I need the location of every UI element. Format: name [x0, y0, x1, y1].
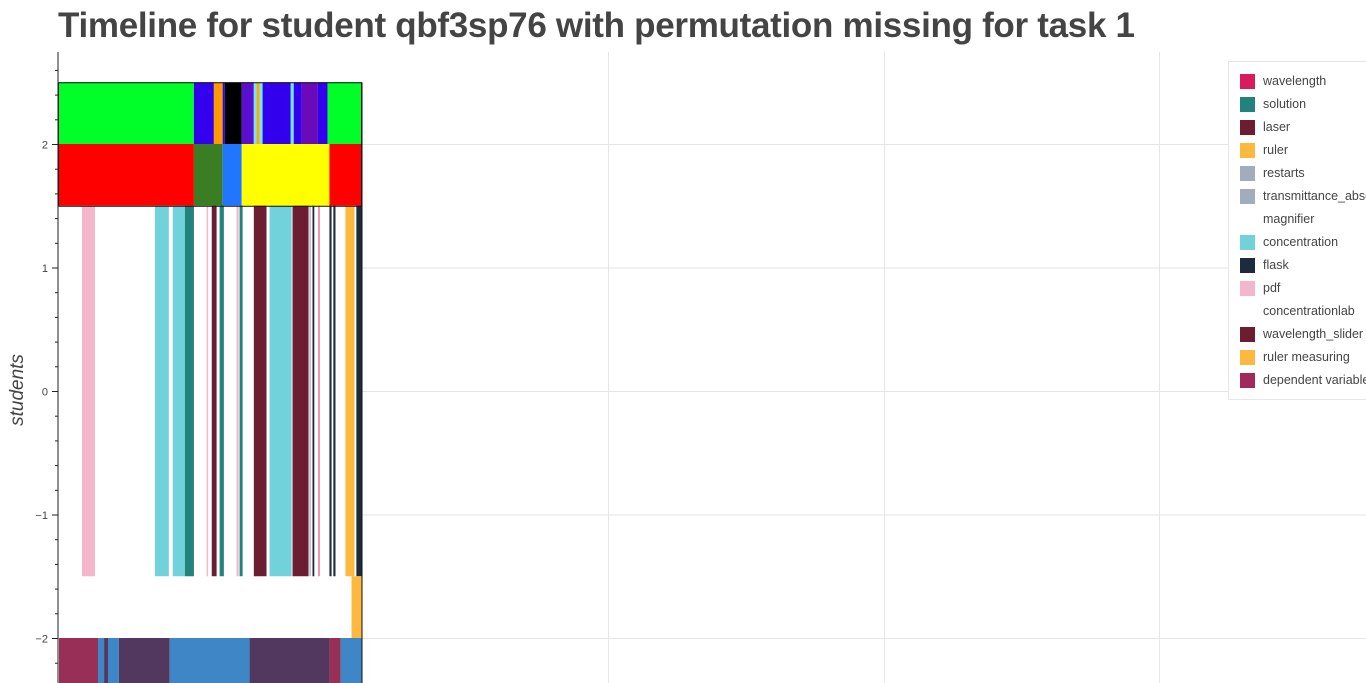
legend-swatch — [1240, 373, 1255, 388]
y-axis-title: students — [7, 354, 28, 426]
legend-label: ruler — [1263, 143, 1288, 157]
timeline-segment — [309, 205, 311, 577]
legend-label: restarts — [1263, 166, 1305, 180]
timeline-segment — [184, 205, 194, 577]
timeline-segment — [333, 205, 336, 577]
legend-swatch — [1240, 97, 1255, 112]
timeline-segment — [193, 144, 223, 206]
timeline-segment — [211, 205, 217, 577]
timeline-segment — [98, 638, 105, 683]
timeline-segment — [301, 82, 318, 144]
timeline-segment — [172, 205, 185, 577]
timeline-bars — [58, 82, 363, 683]
legend-label: dependent variable — [1263, 373, 1366, 387]
timeline-segment — [169, 638, 250, 683]
timeline-segment — [206, 205, 209, 577]
legend-swatch — [1240, 189, 1255, 204]
timeline-segment — [327, 82, 362, 144]
y-tick-label: −2 — [35, 634, 48, 646]
timeline-segment — [345, 205, 355, 577]
timeline-segment — [104, 638, 109, 683]
legend-swatch — [1240, 74, 1255, 89]
timeline-segment — [59, 638, 99, 683]
legend-label: concentration — [1263, 235, 1338, 249]
legend-swatch — [1240, 120, 1255, 135]
timeline-segment — [317, 82, 328, 144]
timeline-segment — [253, 82, 257, 144]
chart-title: Timeline for student qbf3sp76 with permu… — [58, 6, 1135, 45]
timeline-segment — [312, 205, 315, 577]
y-tick-label: 1 — [42, 263, 48, 275]
legend-box — [1228, 61, 1366, 400]
y-tick-label: −1 — [35, 510, 48, 522]
timeline-segment — [239, 205, 243, 577]
timeline-segment — [292, 205, 309, 577]
timeline-segment — [59, 82, 194, 144]
legend-label: transmittance_absorbance — [1263, 189, 1366, 203]
y-tick-label: 2 — [42, 140, 48, 152]
y-ticks: 2 1 0 −1 −2 — [35, 69, 58, 664]
legend-label: wavelength_slider — [1262, 327, 1363, 341]
timeline-segment — [241, 144, 330, 206]
legend-swatch — [1240, 258, 1255, 273]
timeline-segment — [193, 82, 214, 144]
timeline-segment — [249, 638, 330, 683]
timeline-segment — [219, 205, 224, 577]
timeline-segment — [262, 82, 291, 144]
legend-label: laser — [1263, 120, 1290, 134]
timeline-segment — [351, 576, 362, 638]
legend-label: magnifier — [1263, 212, 1314, 226]
timeline-segment — [241, 82, 254, 144]
timeline-segment — [329, 144, 362, 206]
timeline-segment — [356, 205, 362, 577]
timeline-segment — [108, 638, 119, 683]
timeline-segment — [259, 82, 263, 144]
timeline-segment — [329, 638, 341, 683]
legend-label: solution — [1263, 97, 1306, 111]
legend-label: flask — [1263, 258, 1289, 272]
legend-label: concentrationlab — [1263, 304, 1355, 318]
legend-label: pdf — [1263, 281, 1281, 295]
legend-swatch — [1240, 281, 1255, 296]
legend-swatch — [1240, 350, 1255, 365]
y-tick-label: 0 — [42, 387, 48, 399]
timeline-segment — [222, 144, 242, 206]
legend: wavelength solution laser ruler restarts tran… — [1228, 61, 1366, 400]
timeline-segment — [118, 638, 170, 683]
timeline-segment — [293, 82, 302, 144]
timeline-segment — [340, 638, 362, 683]
timeline-segment — [236, 205, 239, 577]
timeline-segment — [59, 144, 194, 206]
timeline-segment — [290, 82, 294, 144]
legend-swatch — [1240, 212, 1255, 227]
legend-swatch — [1240, 304, 1255, 319]
legend-swatch — [1240, 166, 1255, 181]
legend-label: ruler measuring — [1263, 350, 1350, 364]
timeline-segment — [354, 205, 357, 577]
timeline-segment — [269, 205, 292, 577]
timeline-segment — [81, 205, 95, 577]
legend-swatch — [1240, 143, 1255, 158]
timeline-segment — [329, 205, 332, 577]
timeline-segment — [154, 205, 169, 577]
timeline-segment — [213, 82, 223, 144]
timeline-segment — [224, 82, 242, 144]
timeline-segment — [253, 205, 267, 577]
timeline-segment — [222, 82, 225, 144]
legend-label: wavelength — [1262, 74, 1326, 88]
legend-swatch — [1240, 327, 1255, 342]
legend-swatch — [1240, 235, 1255, 250]
timeline-segment — [256, 82, 260, 144]
timeline-segment — [318, 205, 320, 577]
